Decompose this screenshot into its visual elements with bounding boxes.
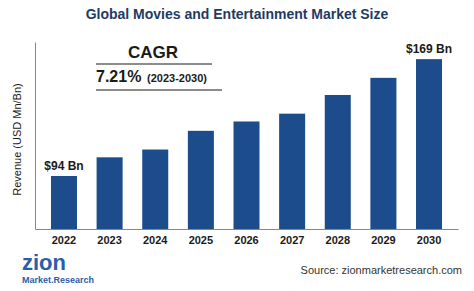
x-tick: 2024 [143, 234, 168, 246]
x-tick-label: 2024 [143, 234, 168, 246]
annotation-rule [96, 90, 222, 91]
bar [325, 95, 351, 229]
x-tick-label: 2027 [280, 234, 304, 246]
bar [51, 176, 77, 229]
bar [188, 131, 214, 229]
annotation: CAGR [128, 43, 178, 62]
bar [142, 150, 168, 229]
title: Global Movies and Entertainment Market S… [86, 6, 389, 22]
x-tick-label: 2029 [371, 234, 395, 246]
y-axis-line [35, 43, 36, 230]
bar [370, 78, 396, 229]
x-tick: 2030 [417, 234, 441, 246]
x-tick: 2027 [280, 234, 304, 246]
annotation-rule [96, 64, 212, 65]
x-tick: 2022 [52, 234, 76, 246]
x-tick: 2026 [234, 234, 258, 246]
x-tick-label: 2028 [326, 234, 350, 246]
x-axis-line [36, 229, 459, 230]
x-tick: 2028 [326, 234, 350, 246]
source: Source: zionmarketresearch.com [301, 264, 462, 276]
y-axis [35, 43, 36, 230]
bar [416, 59, 442, 229]
annotation: (2023-2030) [147, 72, 207, 84]
chart: Global Movies and Entertainment Market S… [0, 0, 474, 291]
bar [279, 114, 305, 229]
x-tick-label: 2026 [234, 234, 258, 246]
x-tick-label: 2030 [417, 234, 441, 246]
bar [233, 121, 259, 229]
data-label: $94 Bn [44, 159, 83, 173]
x-tick: 2023 [97, 234, 121, 246]
x-tick-label: 2025 [189, 234, 213, 246]
data-label: $169 Bn [406, 42, 452, 56]
bar [97, 157, 123, 229]
y-axis-title: Revenue (USD Mn/Bn) [11, 83, 23, 196]
bars [51, 59, 442, 229]
logo-text: zion [22, 250, 66, 275]
x-tick-label: 2022 [52, 234, 76, 246]
x-tick-label: 2023 [97, 234, 121, 246]
annotation: 7.21% [96, 68, 141, 85]
x-axis: 2022 2023 2024 2025 2026 2027 2028 2029 2030 [36, 230, 459, 246]
x-tick: 2025 [189, 234, 213, 246]
x-tick: 2029 [371, 234, 395, 246]
logo-subtext: Market.Research [22, 275, 94, 285]
